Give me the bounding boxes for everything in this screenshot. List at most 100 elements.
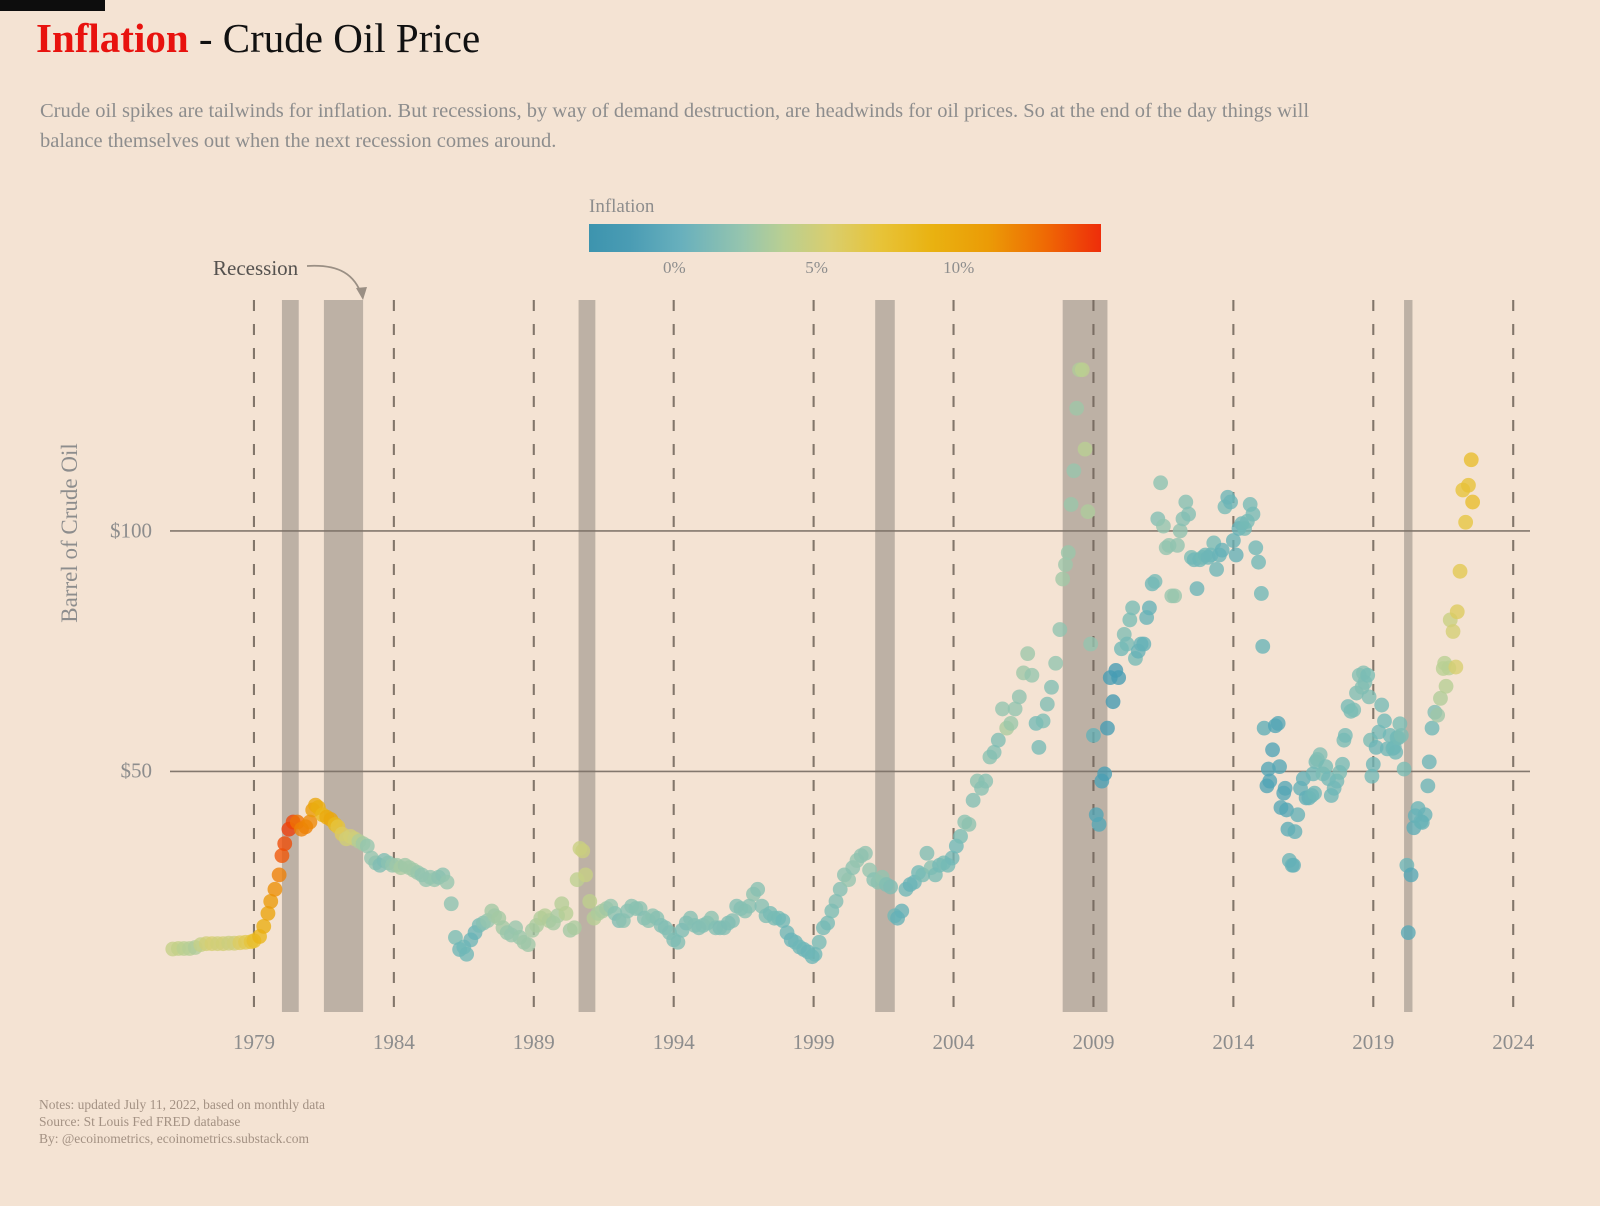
data-point [1197, 547, 1213, 563]
data-point [1220, 489, 1236, 505]
data-point [1011, 689, 1027, 705]
data-point [439, 874, 455, 890]
data-point [1281, 853, 1297, 868]
data-point [323, 812, 339, 827]
data-point [783, 932, 799, 948]
data-point [1445, 624, 1461, 639]
data-point [401, 860, 417, 876]
data-point [1400, 925, 1416, 941]
data-point [1206, 535, 1222, 551]
data-point [811, 934, 827, 950]
data-point [310, 800, 326, 815]
data-point [853, 848, 869, 864]
data-point [1211, 547, 1227, 563]
data-point [1214, 542, 1230, 558]
data-point [1074, 362, 1090, 378]
data-point [750, 881, 766, 897]
data-point [1209, 562, 1224, 577]
data-point [537, 908, 553, 924]
data-point [1223, 494, 1238, 510]
data-point [569, 872, 585, 888]
data-point [1248, 540, 1264, 556]
data-point [741, 898, 757, 914]
data-point [1186, 552, 1202, 568]
data-point [578, 867, 593, 883]
data-point [1024, 667, 1040, 683]
data-point [495, 920, 511, 936]
data-point [737, 903, 753, 919]
data-point [368, 855, 384, 871]
data-point [645, 908, 661, 924]
data-point [845, 860, 861, 876]
data-point [720, 915, 736, 931]
data-point [260, 905, 276, 921]
footer-notes: Notes: updated July 11, 2022, based on m… [39, 1096, 325, 1147]
data-point [1217, 499, 1233, 515]
data-point [1153, 475, 1169, 491]
data-point [232, 935, 248, 951]
data-point [1262, 773, 1278, 789]
data-point [393, 860, 409, 876]
data-point [927, 867, 943, 883]
data-point [1183, 549, 1199, 565]
y-tick-label-50: $50 [120, 758, 153, 783]
data-point [1318, 759, 1334, 775]
data-point [824, 903, 840, 919]
data-point [385, 857, 400, 873]
data-point [512, 930, 528, 945]
recession-band-5 [1404, 300, 1413, 1012]
data-point [1364, 768, 1380, 784]
notes-line-2: Source: St Louis Fed FRED database [39, 1114, 241, 1129]
data-point [1379, 741, 1395, 757]
data-point [1368, 740, 1384, 755]
data-point [1234, 516, 1250, 532]
data-point [1442, 612, 1458, 628]
data-point [1329, 773, 1345, 789]
data-point [1277, 780, 1293, 796]
data-point [263, 893, 279, 909]
data-point [1309, 752, 1325, 767]
data-point [410, 865, 426, 880]
data-point [874, 869, 890, 885]
data-point [1326, 780, 1342, 796]
data-point [674, 922, 690, 938]
data-point [754, 898, 770, 914]
data-point [1116, 626, 1132, 642]
data-point [1323, 788, 1339, 803]
data-point [499, 925, 515, 941]
data-point [820, 915, 836, 931]
data-point [427, 872, 442, 888]
data-point [484, 903, 500, 919]
data-point [969, 773, 985, 789]
data-point [554, 896, 570, 912]
data-point [198, 936, 214, 952]
data-point [1357, 675, 1373, 690]
data-point [1083, 636, 1099, 652]
data-point [1128, 651, 1143, 666]
data-point [923, 860, 939, 876]
data-point [691, 920, 707, 936]
recession-arrow-head [356, 287, 367, 300]
data-point [898, 881, 914, 897]
data-point [1293, 780, 1308, 796]
data-point [978, 773, 994, 789]
data-point [1225, 533, 1241, 548]
data-point [1312, 747, 1328, 763]
accent-bar [0, 0, 105, 11]
data-point [887, 908, 903, 924]
data-point [932, 857, 947, 873]
data-point [995, 701, 1010, 717]
data-point [1305, 766, 1321, 782]
data-point [1055, 571, 1071, 587]
data-point [1237, 521, 1252, 536]
data-point [1382, 727, 1398, 743]
data-point [406, 862, 421, 878]
data-point [953, 829, 968, 844]
data-point [170, 941, 186, 956]
recession-annotation-label: Recession [213, 256, 299, 280]
data-point [503, 927, 519, 943]
data-point [1363, 732, 1378, 748]
data-point [788, 934, 803, 950]
data-point [1003, 715, 1019, 731]
data-point [343, 829, 358, 844]
